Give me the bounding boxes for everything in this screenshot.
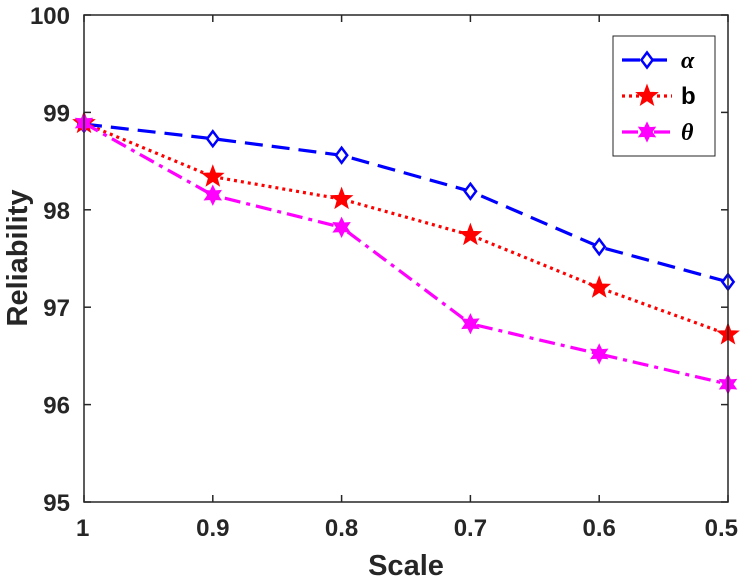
y-axis-ticks: 95 96 97 98 99 100 [30, 3, 728, 517]
y-tick-label: 95 [43, 490, 70, 517]
data-point [458, 222, 483, 246]
x-tick-label: 0.5 [705, 515, 738, 542]
data-point [589, 343, 609, 365]
x-tick-label: 0.8 [325, 515, 358, 542]
data-point [203, 184, 223, 206]
legend-marker [639, 50, 655, 70]
data-point [334, 145, 349, 165]
data-point [463, 181, 478, 201]
data-point [587, 275, 612, 298]
x-axis-title: Scale [368, 550, 444, 577]
x-axis-ticks: 1 0.9 0.8 0.7 0.6 0.5 [76, 15, 738, 542]
x-tick-label: 1 [76, 515, 89, 542]
legend-label: b [681, 83, 696, 110]
y-tick-label: 100 [30, 3, 70, 30]
series-line [83, 121, 729, 386]
series-layer [72, 110, 740, 395]
data-point [200, 164, 225, 187]
y-axis-title: Reliability [2, 190, 34, 327]
legend-label: α [681, 48, 695, 74]
legend-marker [637, 121, 657, 143]
series-line [83, 122, 729, 284]
legend-entry: b [622, 83, 696, 110]
data-point [592, 237, 607, 257]
data-point [461, 313, 480, 335]
y-tick-label: 99 [43, 100, 70, 127]
legend: αbθ [612, 35, 716, 157]
data-point [329, 186, 354, 210]
legend-label: θ [681, 120, 694, 146]
x-tick-label: 0.6 [583, 515, 616, 542]
y-tick-label: 98 [43, 198, 70, 225]
y-tick-label: 96 [43, 393, 70, 420]
x-tick-label: 0.9 [196, 515, 229, 542]
series-line [83, 121, 729, 336]
data-point [205, 129, 220, 149]
x-tick-label: 0.7 [454, 515, 487, 542]
legend-marker [635, 83, 659, 107]
y-tick-label: 97 [43, 295, 70, 322]
data-point [332, 216, 351, 238]
legend-entry: α [622, 48, 695, 74]
legend-entry: θ [622, 120, 694, 146]
